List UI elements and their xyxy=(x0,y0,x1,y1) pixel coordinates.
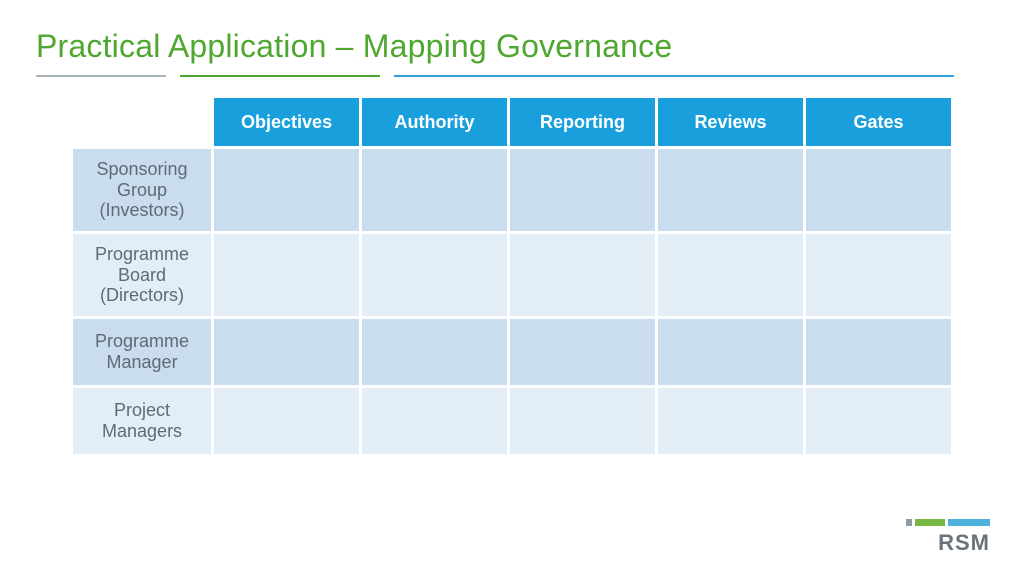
table-cell xyxy=(214,388,359,454)
table-cell xyxy=(658,388,803,454)
table-cell xyxy=(510,234,655,316)
governance-table: ObjectivesAuthorityReportingReviewsGates… xyxy=(70,95,954,457)
brand-logo-bar xyxy=(906,519,912,526)
column-header: Authority xyxy=(362,98,507,146)
table-cell xyxy=(510,319,655,385)
brand-logo-bar xyxy=(915,519,945,526)
row-label: Programme Board (Directors) xyxy=(73,234,211,316)
page-title: Practical Application – Mapping Governan… xyxy=(36,28,988,65)
table-cell xyxy=(214,149,359,231)
table-head: ObjectivesAuthorityReportingReviewsGates xyxy=(73,98,951,146)
table-cell xyxy=(214,319,359,385)
table-cell xyxy=(658,149,803,231)
column-header: Gates xyxy=(806,98,951,146)
table-cell xyxy=(806,319,951,385)
slide: Practical Application – Mapping Governan… xyxy=(0,0,1024,576)
table-cell xyxy=(806,234,951,316)
table-cell xyxy=(362,319,507,385)
title-underline xyxy=(36,75,988,77)
row-label: Sponsoring Group (Investors) xyxy=(73,149,211,231)
table-cell xyxy=(510,388,655,454)
table-cell xyxy=(510,149,655,231)
table-cell xyxy=(214,234,359,316)
table-row: Programme Manager xyxy=(73,319,951,385)
column-header: Reviews xyxy=(658,98,803,146)
table-cell xyxy=(658,234,803,316)
table-row: Project Managers xyxy=(73,388,951,454)
underline-segment xyxy=(36,75,166,77)
table-cell xyxy=(362,149,507,231)
column-header: Reporting xyxy=(510,98,655,146)
row-label: Project Managers xyxy=(73,388,211,454)
brand-logo-bar xyxy=(948,519,990,526)
table-cell xyxy=(806,388,951,454)
column-header: Objectives xyxy=(214,98,359,146)
table-cell xyxy=(658,319,803,385)
underline-segment xyxy=(394,75,954,77)
table-row: Programme Board (Directors) xyxy=(73,234,951,316)
brand-logo-bars xyxy=(906,519,990,526)
table-cell xyxy=(362,388,507,454)
brand-logo-text: RSM xyxy=(938,530,990,556)
table-cell xyxy=(362,234,507,316)
table-cell xyxy=(806,149,951,231)
table-row: Sponsoring Group (Investors) xyxy=(73,149,951,231)
table-corner xyxy=(73,98,211,146)
governance-table-wrap: ObjectivesAuthorityReportingReviewsGates… xyxy=(70,95,954,457)
underline-segment xyxy=(180,75,380,77)
row-label: Programme Manager xyxy=(73,319,211,385)
table-body: Sponsoring Group (Investors)Programme Bo… xyxy=(73,149,951,454)
brand-logo: RSM xyxy=(906,519,990,556)
